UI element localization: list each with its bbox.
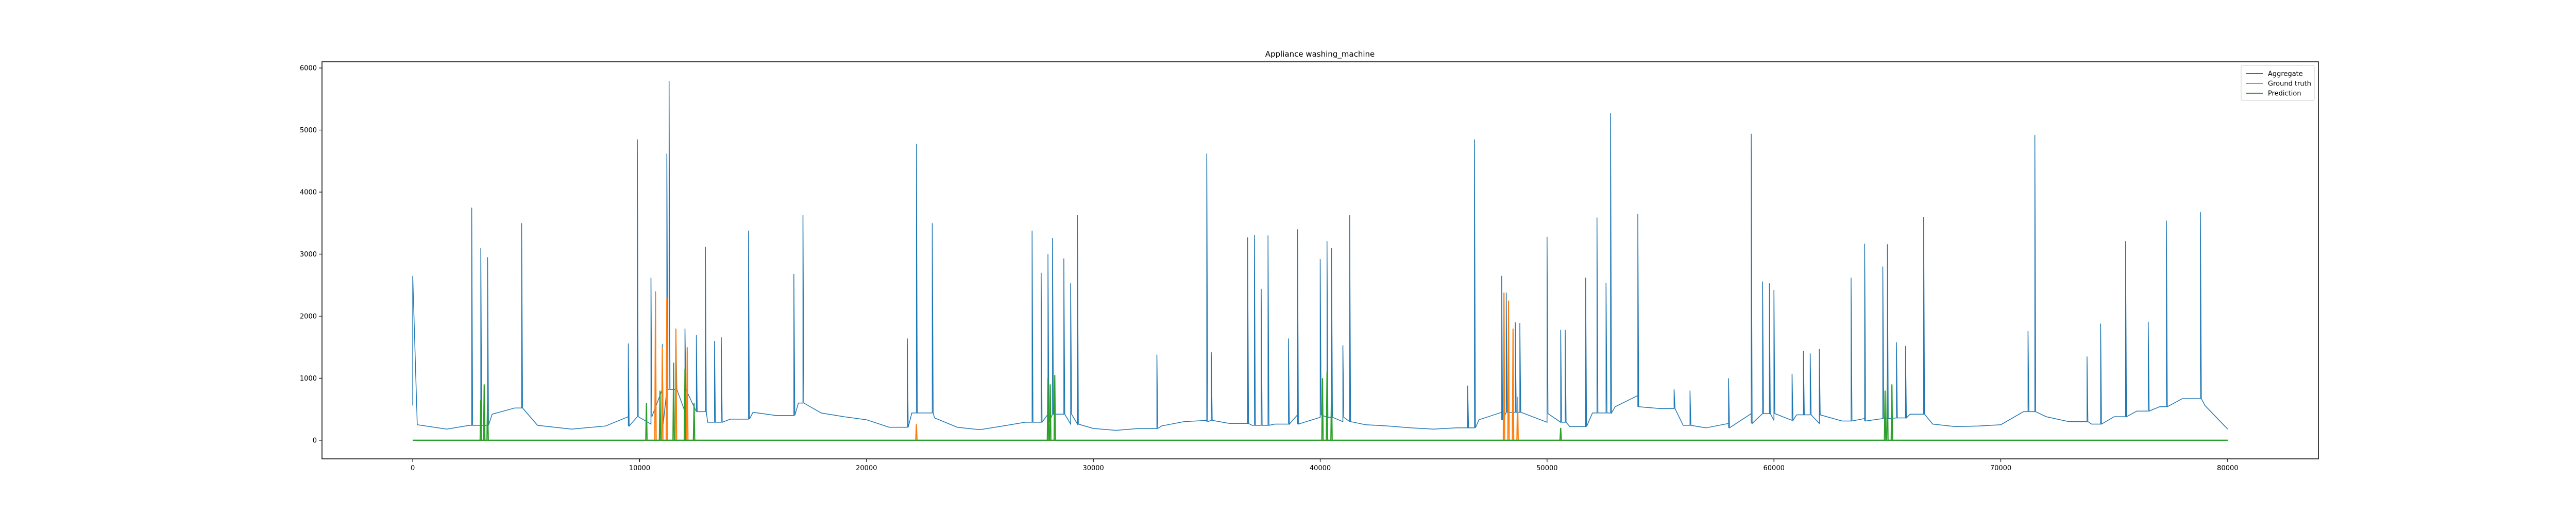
y-tick-label: 3000: [300, 251, 317, 259]
y-tick-label: 5000: [300, 127, 317, 134]
x-tick-label: 30000: [1082, 465, 1104, 472]
x-tick-label: 70000: [1990, 465, 2011, 472]
series-prediction-line: [413, 363, 2228, 441]
x-tick-label: 60000: [1764, 465, 1785, 472]
y-tick-label: 2000: [300, 313, 317, 320]
x-tick-label: 0: [411, 465, 415, 472]
legend: Aggregate Ground truth Prediction: [2241, 65, 2315, 101]
chart-title: Appliance washing_machine: [1265, 49, 1375, 59]
legend-label: Prediction: [2268, 90, 2301, 98]
legend-label: Aggregate: [2268, 71, 2303, 78]
series-layer: [412, 81, 2228, 441]
axis-layer: 0 10000 20000 30000 40000 50000 60000 70000 8000…: [300, 65, 2239, 472]
legend-label: Ground truth: [2268, 80, 2311, 88]
y-tick-label: 1000: [300, 375, 317, 383]
y-tick-label: 4000: [300, 188, 317, 196]
y-tick-label: 6000: [300, 65, 317, 73]
x-tick-label: 50000: [1536, 465, 1557, 472]
x-tick-label: 10000: [629, 465, 650, 472]
x-tick-label: 20000: [856, 465, 877, 472]
y-tick-label: 0: [313, 437, 317, 444]
x-tick-label: 80000: [2217, 465, 2238, 472]
series-aggregate-line: [412, 81, 2228, 431]
x-tick-label: 40000: [1310, 465, 1331, 472]
